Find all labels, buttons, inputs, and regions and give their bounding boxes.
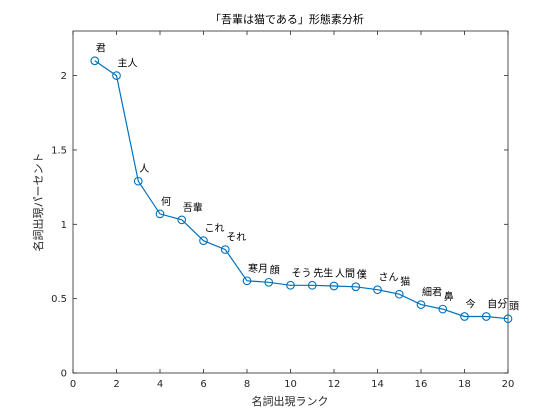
y-tick-label: 0.5 (51, 294, 67, 305)
data-label: そう (292, 267, 312, 279)
data-label: 何 (161, 195, 171, 208)
x-axis-title: 名詞出現ランク (252, 394, 329, 408)
data-label: 頭 (509, 301, 519, 313)
data-point (133, 176, 143, 186)
data-point (112, 71, 121, 80)
x-tick-label: 8 (244, 379, 250, 390)
x-tick-label: 2 (113, 379, 119, 390)
x-tick-label: 0 (70, 379, 76, 390)
data-point (438, 304, 448, 314)
data-label: 君 (96, 43, 106, 55)
data-label: 鼻 (444, 290, 454, 303)
data-label: 吾輩 (183, 201, 203, 214)
data-label: それ (226, 232, 246, 244)
y-tick-label: 1 (61, 220, 67, 231)
data-point (177, 215, 187, 225)
data-point (503, 314, 513, 324)
y-axis-title: 名詞出現パーセント (31, 153, 45, 252)
data-point (481, 312, 491, 321)
data-point (373, 285, 382, 295)
data-point (242, 276, 252, 286)
data-point (220, 245, 230, 254)
data-label: 僕 (357, 268, 367, 281)
data-point (351, 282, 361, 292)
series-markers (90, 56, 513, 324)
y-tick-label: 0 (61, 369, 67, 380)
data-label: これ (205, 223, 225, 235)
data-label: 顔 (270, 263, 280, 276)
x-tick-label: 10 (284, 379, 297, 390)
x-tick-label: 12 (328, 379, 341, 390)
data-label: 猫 (400, 275, 410, 288)
x-tick-label: 6 (200, 379, 206, 390)
x-tick-label: 16 (415, 379, 428, 390)
data-label: 寒月 (248, 262, 268, 275)
data-label: 人間 (335, 268, 355, 280)
data-label: 自分 (487, 297, 507, 310)
data-label: さん (379, 272, 399, 284)
x-tick-label: 18 (458, 379, 471, 390)
y-axis: 0 0.5 1 1.5 2 (51, 71, 508, 380)
data-point (264, 277, 274, 287)
data-label: 人 (139, 163, 149, 175)
x-axis: 0 2 4 6 8 10 12 14 16 18 20 (70, 31, 515, 390)
data-point (329, 281, 339, 291)
chart-title: 「吾輩は猫である」形態素分析 (210, 12, 364, 26)
data-point (90, 56, 100, 66)
data-point (394, 289, 404, 299)
data-label: 主人 (118, 58, 138, 70)
y-tick-label: 2 (61, 71, 67, 82)
data-point (416, 300, 426, 309)
data-point (199, 236, 208, 246)
data-label: 細君 (422, 286, 442, 299)
x-tick-label: 20 (502, 379, 515, 390)
data-point (155, 209, 165, 219)
data-point (286, 280, 295, 290)
data-labels: 君主人人何吾輩これそれ寒月顔そう 先生 人間僕さん 猫細君 鼻今 自分頭 (96, 43, 519, 313)
plot-area (72, 30, 509, 374)
x-tick-label: 4 (157, 379, 163, 390)
data-point (460, 312, 469, 321)
data-point (307, 280, 317, 290)
data-label: 今 (466, 297, 476, 310)
y-tick-label: 1.5 (51, 145, 67, 156)
data-label: 先生 (313, 266, 333, 279)
x-tick-label: 14 (371, 379, 384, 390)
